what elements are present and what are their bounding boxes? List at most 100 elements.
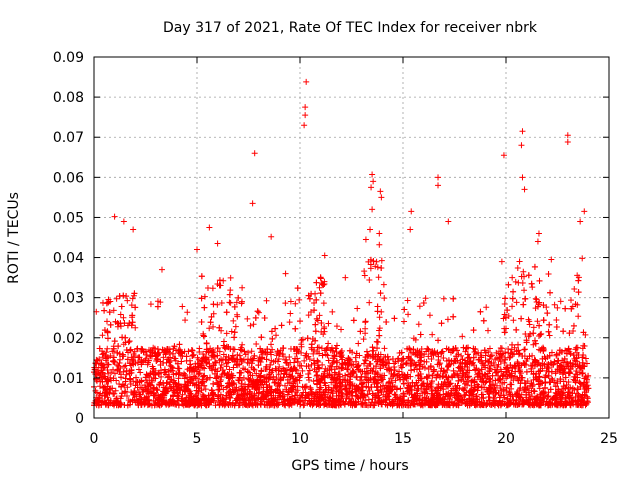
data-point (562, 305, 569, 312)
data-point (305, 292, 312, 299)
data-point (227, 274, 234, 281)
data-point (201, 304, 208, 311)
data-point (391, 363, 398, 370)
data-point (302, 352, 309, 359)
data-point (534, 318, 541, 325)
data-point (286, 319, 293, 326)
data-point (378, 308, 385, 315)
data-point (143, 371, 150, 378)
data-point (570, 328, 577, 335)
data-point (245, 383, 252, 390)
data-point (107, 374, 114, 381)
data-point (557, 376, 564, 383)
data-point (293, 388, 300, 395)
data-point (569, 385, 576, 392)
data-point (388, 400, 395, 407)
data-point (226, 375, 233, 382)
data-point (310, 378, 317, 385)
data-point (359, 384, 366, 391)
data-point (346, 358, 353, 365)
data-point (317, 384, 324, 391)
data-point (179, 391, 186, 398)
data-point (253, 340, 260, 347)
data-point (536, 277, 543, 284)
data-point (218, 356, 225, 363)
data-point (480, 395, 487, 402)
data-point (196, 345, 203, 352)
data-point (443, 374, 450, 381)
data-point (226, 299, 233, 306)
data-point (465, 373, 472, 380)
data-point (377, 356, 384, 363)
data-point (543, 367, 550, 374)
data-point (450, 295, 457, 302)
data-point (354, 305, 361, 312)
data-point (423, 358, 430, 365)
data-point (368, 384, 375, 391)
data-point (99, 378, 106, 385)
data-point (551, 358, 558, 365)
data-point (333, 323, 340, 330)
data-point (487, 353, 494, 360)
data-point (482, 379, 489, 386)
data-point (566, 330, 573, 337)
data-point (217, 282, 224, 289)
data-point (374, 264, 381, 271)
data-point (258, 334, 265, 341)
data-point (366, 299, 373, 306)
data-point (215, 386, 222, 393)
data-point (372, 351, 379, 358)
data-point (507, 350, 514, 357)
data-point (574, 386, 581, 393)
data-point (296, 296, 303, 303)
data-point (570, 360, 577, 367)
data-point (247, 322, 254, 329)
data-point (172, 355, 179, 362)
data-point (198, 319, 205, 326)
data-point (333, 348, 340, 355)
data-point (560, 383, 567, 390)
data-point (361, 268, 368, 275)
data-point (122, 362, 129, 369)
data-point (445, 357, 452, 364)
data-point (202, 386, 209, 393)
data-point (273, 332, 280, 339)
data-point (181, 387, 188, 394)
data-point (575, 289, 582, 296)
data-point (384, 366, 391, 373)
data-point (521, 386, 528, 393)
data-point (378, 399, 385, 406)
data-point (233, 299, 240, 306)
data-point (160, 359, 167, 366)
data-point (572, 301, 579, 308)
data-point (353, 373, 360, 380)
data-point (420, 380, 427, 387)
data-point (229, 386, 236, 393)
data-point (138, 348, 145, 355)
data-point (547, 402, 554, 409)
data-point (545, 393, 552, 400)
data-point (516, 350, 523, 357)
data-point (170, 377, 177, 384)
data-point (576, 393, 583, 400)
data-point (371, 376, 378, 383)
data-point (227, 299, 234, 306)
data-point (378, 376, 385, 383)
data-point (458, 399, 465, 406)
data-point (124, 384, 131, 391)
data-point (485, 397, 492, 404)
data-point (127, 360, 134, 367)
data-point (246, 376, 253, 383)
data-point (316, 394, 323, 401)
data-point (313, 279, 320, 286)
data-point (314, 371, 321, 378)
data-point (484, 400, 491, 407)
data-point (103, 318, 110, 325)
data-point (105, 296, 112, 303)
data-point (138, 384, 145, 391)
data-point (488, 360, 495, 367)
data-point (412, 336, 419, 343)
data-point (363, 365, 370, 372)
data-point (172, 380, 179, 387)
data-point (287, 310, 294, 317)
